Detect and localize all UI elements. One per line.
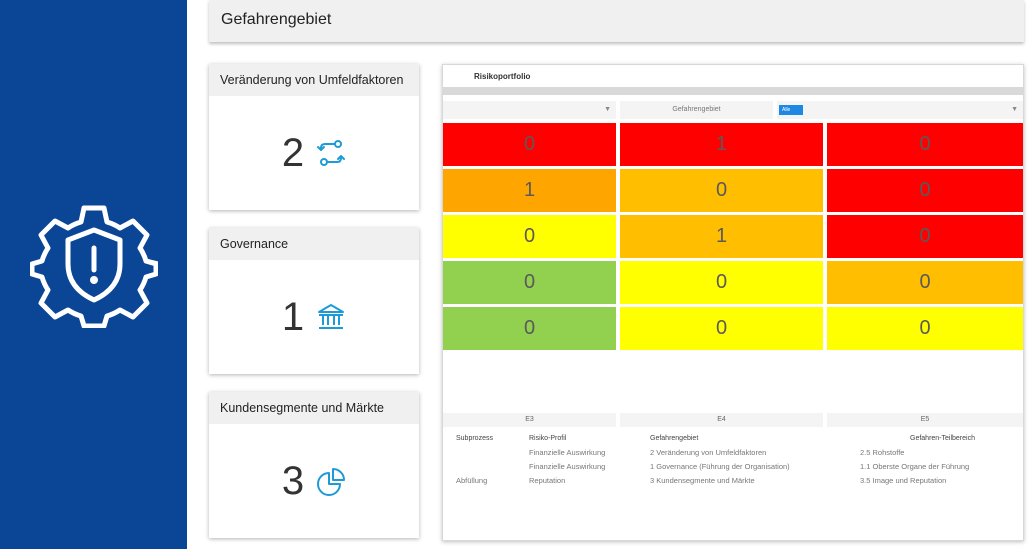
heatmap-cell[interactable]: 0 xyxy=(827,123,1023,166)
heatmap-cell[interactable]: 1 xyxy=(620,215,823,258)
chevron-down-icon: ▼ xyxy=(1011,106,1018,113)
card-count: 2 xyxy=(281,130,305,175)
heatmap-cell[interactable]: 1 xyxy=(443,169,616,212)
institution-icon xyxy=(318,304,345,329)
pie-chart-icon xyxy=(317,468,346,496)
heatmap-cell[interactable]: 0 xyxy=(827,307,1023,350)
table-cell: Finanzielle Auswirkung xyxy=(529,462,606,471)
table-cell: 2 Veränderung von Umfeldfaktoren xyxy=(650,448,767,457)
table-cell: 1.1 Oberste Organe der Führung xyxy=(860,462,970,471)
heatmap-cell[interactable]: 0 xyxy=(443,123,616,166)
column-label: E4 xyxy=(620,413,823,427)
column-label: E5 xyxy=(827,413,1023,427)
gear-shield-alert-icon xyxy=(30,205,158,328)
filter-dropdown-3[interactable]: Alle ▼ xyxy=(777,101,1023,119)
transfer-arrows-icon xyxy=(317,140,346,166)
table-cell: 3.5 Image und Reputation xyxy=(860,476,947,485)
panel-title: Risikoportfolio xyxy=(474,72,531,81)
card-title: Kundensegmente und Märkte xyxy=(209,392,419,424)
filter-tag-alle[interactable]: Alle xyxy=(779,105,803,115)
table-header-teilbereich: Gefahren-Teilbereich xyxy=(910,435,975,442)
page-title: Gefahrengebiet xyxy=(221,11,332,28)
heatmap-cell[interactable]: 0 xyxy=(827,261,1023,304)
table-cell: Reputation xyxy=(529,476,566,485)
filter-dropdown-2[interactable]: Gefahrengebiet xyxy=(620,101,773,119)
table-cell: 3 Kundensegmente und Märkte xyxy=(650,476,755,485)
table-cell: Abfüllung xyxy=(456,476,488,485)
page-header: Gefahrengebiet xyxy=(209,0,1024,42)
card-title: Governance xyxy=(209,228,419,260)
table-cell: 2.5 Rohstoffe xyxy=(860,448,905,457)
table-header-gefahrengebiet: Gefahrengebiet xyxy=(650,435,699,442)
heatmap-cell[interactable]: 1 xyxy=(620,123,823,166)
heatmap-cell[interactable]: 0 xyxy=(443,261,616,304)
heatmap-cell[interactable]: 0 xyxy=(620,307,823,350)
table-header-subprozess: Subprozess xyxy=(456,435,493,442)
column-label: E3 xyxy=(443,413,616,427)
sidebar xyxy=(0,0,187,549)
card-governance[interactable]: Governance 1 xyxy=(209,228,419,374)
heatmap-cell[interactable]: 0 xyxy=(827,169,1023,212)
heatmap-cell[interactable]: 0 xyxy=(620,261,823,304)
filter-dropdown-1[interactable]: ▼ xyxy=(443,101,616,119)
card-umfeldfaktoren[interactable]: Veränderung von Umfeldfaktoren 2 xyxy=(209,64,419,210)
card-count: 1 xyxy=(281,294,305,339)
chevron-down-icon: ▼ xyxy=(604,106,611,113)
table-header-risiko-profil: Risiko-Profil xyxy=(529,435,567,442)
table-cell: Finanzielle Auswirkung xyxy=(529,448,606,457)
card-count: 3 xyxy=(281,458,305,503)
table-cell: 1 Governance (Führung der Organisation) xyxy=(650,462,790,471)
heatmap-cell[interactable]: 0 xyxy=(443,307,616,350)
heatmap-cell[interactable]: 0 xyxy=(827,215,1023,258)
card-title: Veränderung von Umfeldfaktoren xyxy=(209,64,419,96)
risk-portfolio-panel: Risikoportfolio ▼ Gefahrengebiet Alle ▼ … xyxy=(442,64,1024,541)
filter-2-value: Gefahrengebiet xyxy=(672,106,721,113)
heatmap-cell[interactable]: 0 xyxy=(443,215,616,258)
card-kundensegmente[interactable]: Kundensegmente und Märkte 3 xyxy=(209,392,419,538)
panel-title-band xyxy=(443,87,1023,95)
heatmap-cell[interactable]: 0 xyxy=(620,169,823,212)
